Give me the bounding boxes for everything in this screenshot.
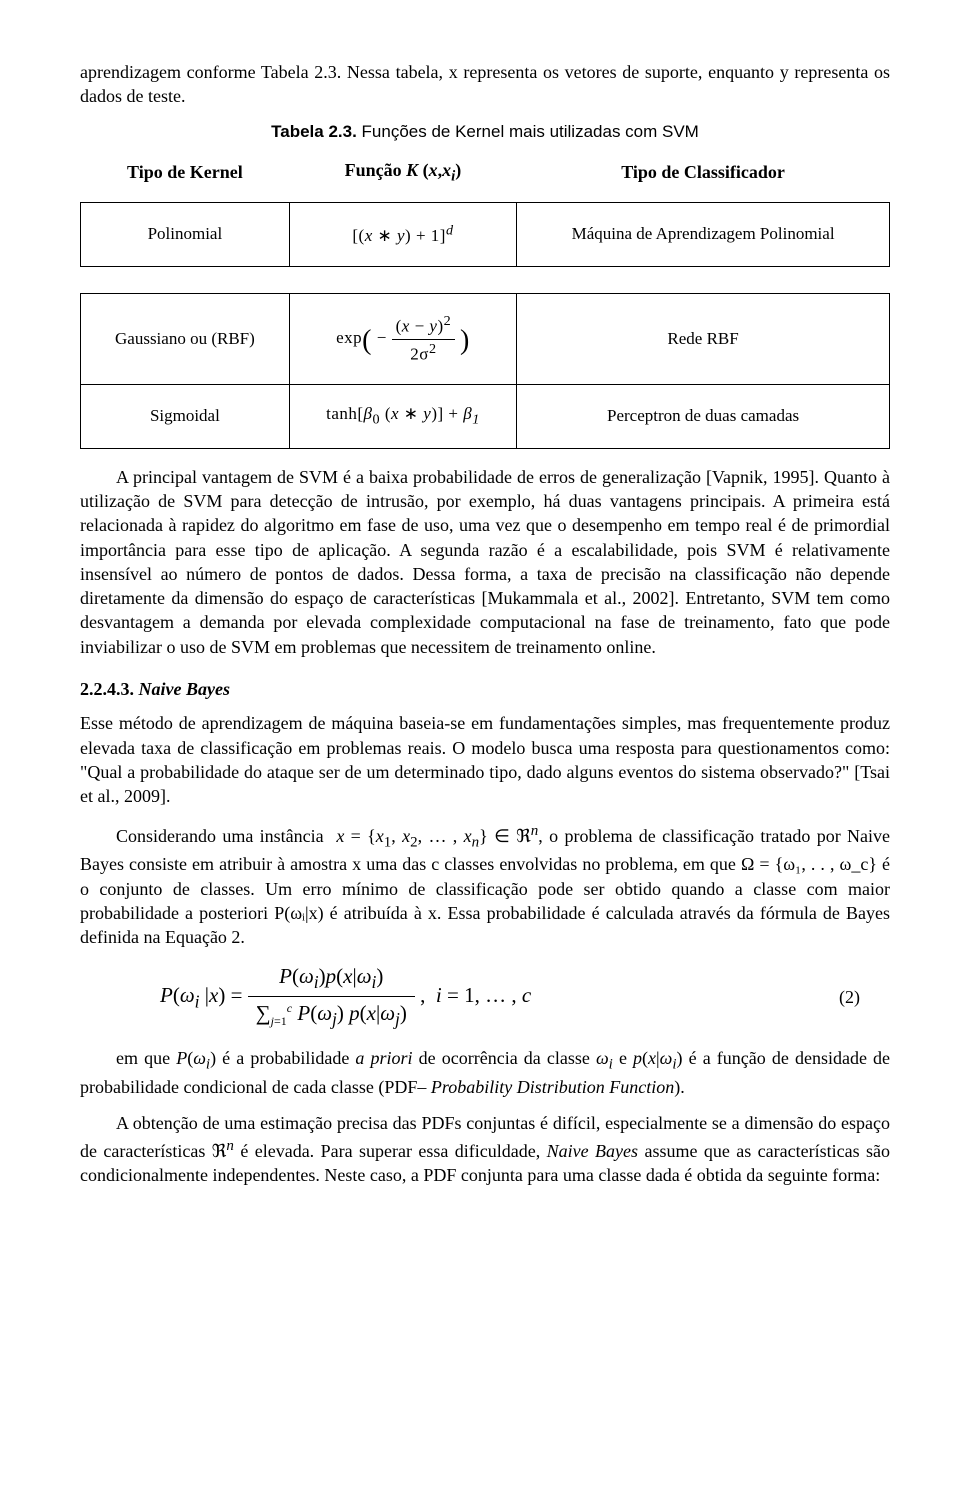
para3-lead: Considerando uma instância	[116, 826, 330, 846]
section-heading-naive-bayes: 2.2.4.3. Naive Bayes	[80, 677, 890, 701]
col-header-classifier: Tipo de Classificador	[517, 150, 890, 203]
table-spacer	[81, 266, 890, 293]
kernel-table: Tipo de Kernel Função K (x,xi) Tipo de C…	[80, 150, 890, 449]
nb-pdf-paragraph: A obtenção de uma estimação precisa das …	[80, 1111, 890, 1187]
header-text: Tipo de Kernel	[127, 162, 243, 182]
cell-classifier: Rede RBF	[517, 293, 890, 384]
table-row: Polinomial [(x ∗ y) + 1]d Máquina de Apr…	[81, 203, 890, 267]
equation-number: (2)	[839, 985, 890, 1009]
equation-body: P(ωi |x) = P(ωi)p(x|ωi) ∑j=1c P(ωj) p(x|…	[160, 962, 531, 1033]
svm-discussion-paragraph: A principal vantagem de SVM é a baixa pr…	[80, 465, 890, 659]
cell-formula: [(x ∗ y) + 1]d	[289, 203, 516, 267]
caption-prefix: Tabela 2.3.	[271, 122, 357, 141]
equation-2: P(ωi |x) = P(ωi)p(x|ωi) ∑j=1c P(ωj) p(x|…	[80, 962, 890, 1033]
table-row: Gaussiano ou (RBF) exp( − (x − y)22σ2 ) …	[81, 293, 890, 384]
intro-paragraph: aprendizagem conforme Tabela 2.3. Nessa …	[80, 60, 890, 109]
table-caption: Tabela 2.3. Funções de Kernel mais utili…	[80, 121, 890, 144]
section-title: Naive Bayes	[134, 679, 230, 699]
cell-classifier: Perceptron de duas camadas	[517, 385, 890, 449]
col-header-kernel-type: Tipo de Kernel	[81, 150, 290, 203]
cell-classifier: Máquina de Aprendizagem Polinomial	[517, 203, 890, 267]
table-header-row: Tipo de Kernel Função K (x,xi) Tipo de C…	[81, 150, 890, 203]
header-text: Tipo de Classificador	[621, 162, 785, 182]
instance-expression: x = {x1, x2, … , xn} ∈ ℜn	[336, 826, 538, 846]
cell-kernel-name: Sigmoidal	[81, 385, 290, 449]
nb-instance-paragraph: Considerando uma instância x = {x1, x2, …	[80, 821, 890, 950]
section-number: 2.2.4.3.	[80, 679, 134, 699]
header-text: Função K (x,xi)	[345, 160, 462, 180]
cell-formula: tanh[β0 (x ∗ y)] + β1	[289, 385, 516, 449]
cell-kernel-name: Gaussiano ou (RBF)	[81, 293, 290, 384]
nb-prior-paragraph: em que P(ωi) é a probabilidade a priori …	[80, 1046, 890, 1099]
cell-formula: exp( − (x − y)22σ2 )	[289, 293, 516, 384]
table-row: Sigmoidal tanh[β0 (x ∗ y)] + β1 Perceptr…	[81, 385, 890, 449]
caption-text: Funções de Kernel mais utilizadas com SV…	[357, 122, 699, 141]
nb-intro-paragraph: Esse método de aprendizagem de máquina b…	[80, 711, 890, 808]
col-header-function: Função K (x,xi)	[289, 150, 516, 203]
cell-kernel-name: Polinomial	[81, 203, 290, 267]
